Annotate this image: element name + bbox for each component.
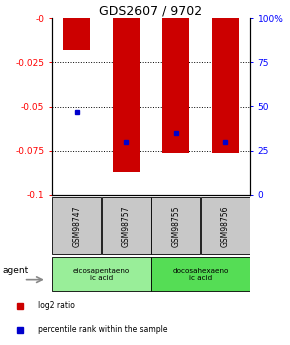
Bar	[52, 257, 151, 291]
Bar	[162, 18, 189, 152]
Title: GDS2607 / 9702: GDS2607 / 9702	[99, 5, 202, 18]
Bar	[102, 197, 151, 254]
Text: GSM98755: GSM98755	[171, 205, 180, 247]
Text: GSM98757: GSM98757	[122, 205, 131, 247]
Text: GSM98747: GSM98747	[72, 205, 81, 247]
Text: log2 ratio: log2 ratio	[38, 301, 75, 310]
Bar	[151, 257, 249, 291]
Bar	[151, 197, 200, 254]
Bar	[63, 18, 90, 50]
Text: percentile rank within the sample: percentile rank within the sample	[38, 325, 167, 334]
Text: agent: agent	[3, 266, 29, 275]
Text: eicosapentaeno
ic acid: eicosapentaeno ic acid	[73, 268, 130, 281]
Bar	[201, 197, 249, 254]
Bar	[52, 197, 101, 254]
Text: docosahexaeno
ic acid: docosahexaeno ic acid	[172, 268, 229, 281]
Bar	[113, 18, 140, 172]
Text: GSM98756: GSM98756	[221, 205, 230, 247]
Bar	[212, 18, 239, 152]
